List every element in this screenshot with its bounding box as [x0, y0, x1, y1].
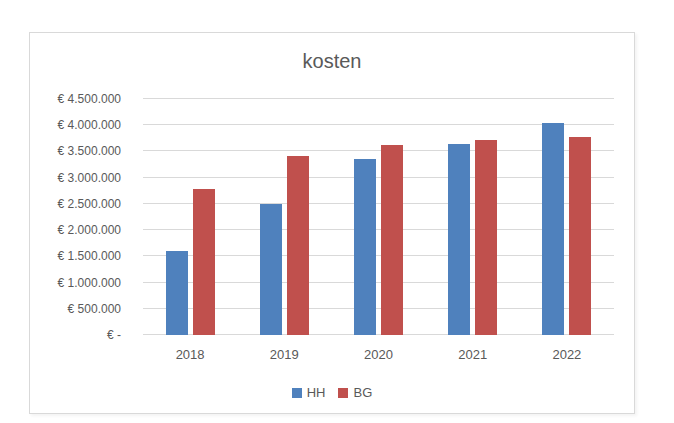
gridline — [143, 98, 614, 99]
bar-bg-2019[interactable] — [287, 156, 309, 335]
legend-item-hh[interactable]: HH — [292, 385, 326, 400]
legend[interactable]: HH BG — [30, 385, 634, 400]
bar-bg-2022[interactable] — [569, 137, 591, 335]
chart-title[interactable]: kosten — [30, 50, 634, 73]
y-tick-label: € 1.500.000 — [58, 249, 121, 263]
legend-swatch-icon — [338, 388, 348, 398]
y-tick-label: € 2.000.000 — [58, 223, 121, 237]
legend-label: BG — [353, 385, 372, 400]
legend-item-bg[interactable]: BG — [338, 385, 372, 400]
bar-hh-2018[interactable] — [166, 251, 188, 335]
y-tick-label: € 1.000.000 — [58, 276, 121, 290]
chart-frame[interactable]: kosten € 4.500.000 € 4.000.000 € 3.500.000… — [29, 32, 635, 414]
legend-swatch-icon — [292, 388, 302, 398]
bar-bg-2020[interactable] — [381, 145, 403, 335]
y-tick-label: € 500.000 — [68, 302, 121, 316]
bar-bg-2021[interactable] — [475, 140, 497, 335]
bar-hh-2021[interactable] — [448, 144, 470, 335]
screen: kosten € 4.500.000 € 4.000.000 € 3.500.000… — [0, 0, 674, 423]
y-tick-label: € 2.500.000 — [58, 197, 121, 211]
y-tick-label: € 4.500.000 — [58, 92, 121, 106]
bar-bg-2018[interactable] — [193, 189, 215, 335]
y-tick-label: € - — [107, 328, 121, 342]
x-category-label: 2019 — [237, 347, 331, 363]
y-tick-label: € 3.000.000 — [58, 171, 121, 185]
y-axis[interactable]: € 4.500.000€ 4.000.000€ 3.500.000€ 3.000… — [30, 99, 121, 335]
bar-hh-2022[interactable] — [542, 123, 564, 335]
x-category-label: 2020 — [331, 347, 425, 363]
x-category-label: 2022 — [520, 347, 614, 363]
plot-area[interactable] — [143, 99, 614, 335]
x-category-label: 2021 — [426, 347, 520, 363]
y-tick-label: € 3.500.000 — [58, 144, 121, 158]
bar-hh-2020[interactable] — [354, 159, 376, 335]
y-tick-label: € 4.000.000 — [58, 118, 121, 132]
x-category-label: 2018 — [143, 347, 237, 363]
x-axis[interactable]: 20182019202020212022 — [30, 347, 634, 365]
legend-label: HH — [307, 385, 326, 400]
bar-hh-2019[interactable] — [260, 204, 282, 335]
